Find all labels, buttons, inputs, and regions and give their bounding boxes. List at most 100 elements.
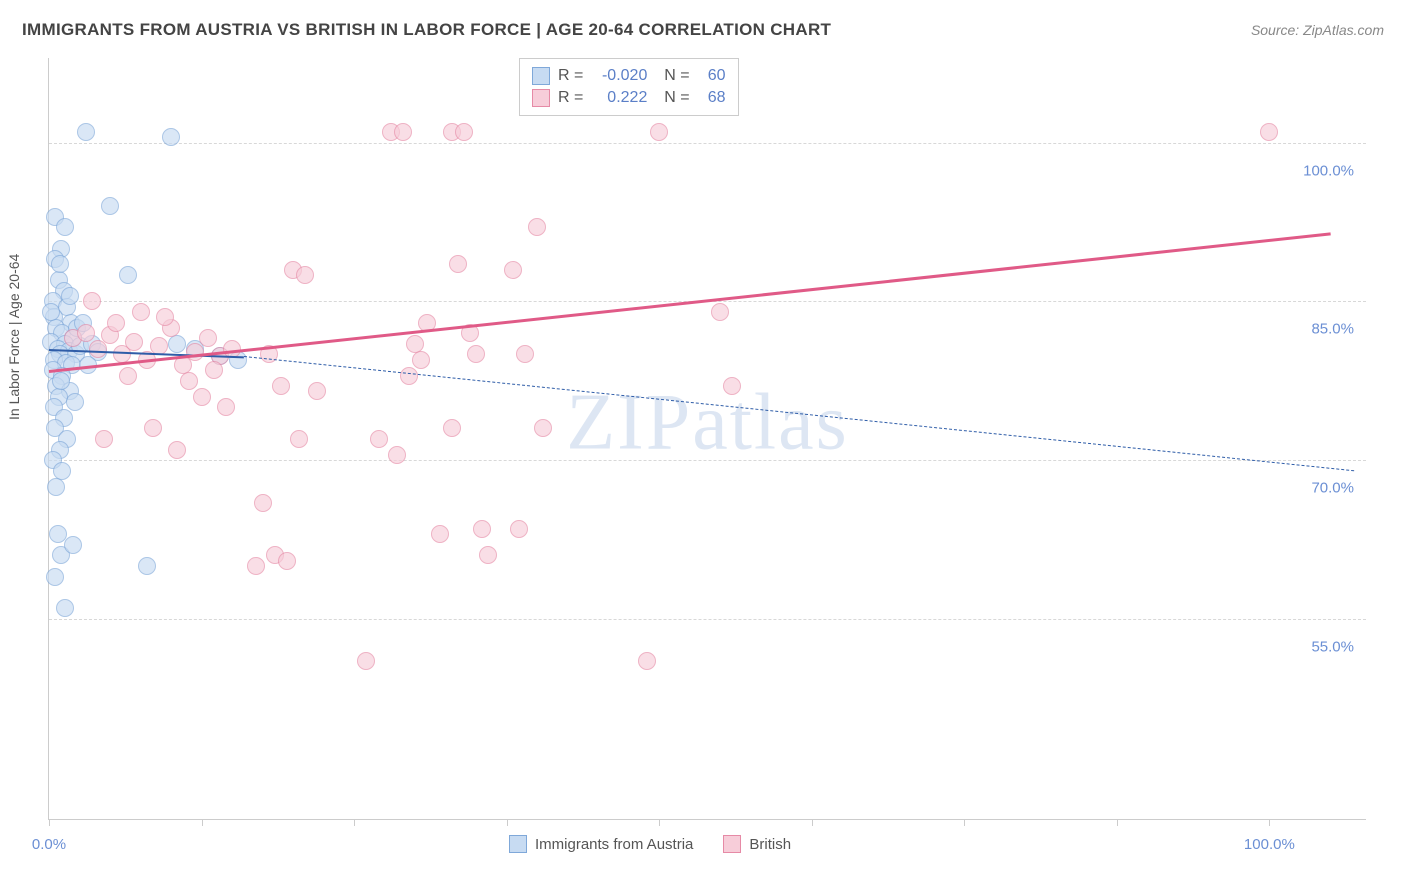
data-point bbox=[278, 552, 296, 570]
data-point bbox=[168, 441, 186, 459]
trend-line bbox=[49, 233, 1331, 374]
data-point bbox=[77, 324, 95, 342]
data-point bbox=[723, 377, 741, 395]
stats-r-value: -0.020 bbox=[591, 67, 647, 85]
data-point bbox=[125, 333, 143, 351]
bottom-legend: Immigrants from Austria British bbox=[509, 835, 791, 853]
data-point bbox=[370, 430, 388, 448]
y-tick-label: 70.0% bbox=[1311, 480, 1354, 497]
data-point bbox=[455, 123, 473, 141]
legend-item: British bbox=[723, 835, 791, 853]
data-point bbox=[56, 599, 74, 617]
data-point bbox=[473, 520, 491, 538]
stats-n-value: 60 bbox=[698, 67, 726, 85]
x-tick-label: 0.0% bbox=[32, 836, 66, 853]
data-point bbox=[247, 557, 265, 575]
stats-r-label: R = bbox=[558, 89, 583, 107]
legend-swatch bbox=[532, 89, 550, 107]
y-tick-label: 85.0% bbox=[1311, 321, 1354, 338]
data-point bbox=[431, 525, 449, 543]
data-point bbox=[449, 255, 467, 273]
data-point bbox=[357, 652, 375, 670]
y-tick-label: 100.0% bbox=[1303, 162, 1354, 179]
x-tick bbox=[659, 819, 660, 826]
data-point bbox=[412, 351, 430, 369]
data-point bbox=[132, 303, 150, 321]
data-point bbox=[52, 372, 70, 390]
data-point bbox=[254, 494, 272, 512]
stats-legend: R = -0.020 N = 60R = 0.222 N = 68 bbox=[519, 58, 739, 116]
stats-r-value: 0.222 bbox=[591, 89, 647, 107]
legend-label: British bbox=[749, 836, 791, 853]
stats-n-label: N = bbox=[655, 89, 689, 107]
legend-swatch bbox=[509, 835, 527, 853]
y-tick-label: 55.0% bbox=[1311, 638, 1354, 655]
data-point bbox=[56, 218, 74, 236]
gridline bbox=[49, 460, 1366, 461]
gridline bbox=[49, 619, 1366, 620]
data-point bbox=[534, 419, 552, 437]
data-point bbox=[443, 419, 461, 437]
legend-swatch bbox=[723, 835, 741, 853]
scatter-plot: ZIPatlas R = -0.020 N = 60R = 0.222 N = … bbox=[48, 58, 1366, 820]
data-point bbox=[193, 388, 211, 406]
x-tick bbox=[812, 819, 813, 826]
data-point bbox=[1260, 123, 1278, 141]
data-point bbox=[504, 261, 522, 279]
stats-n-label: N = bbox=[655, 67, 689, 85]
x-tick bbox=[49, 819, 50, 826]
data-point bbox=[205, 361, 223, 379]
gridline bbox=[49, 143, 1366, 144]
data-point bbox=[638, 652, 656, 670]
data-point bbox=[650, 123, 668, 141]
data-point bbox=[42, 303, 60, 321]
data-point bbox=[47, 478, 65, 496]
data-point bbox=[64, 536, 82, 554]
data-point bbox=[199, 329, 217, 347]
data-point bbox=[138, 557, 156, 575]
x-tick bbox=[1269, 819, 1270, 826]
data-point bbox=[61, 287, 79, 305]
data-point bbox=[467, 345, 485, 363]
chart-title: IMMIGRANTS FROM AUSTRIA VS BRITISH IN LA… bbox=[22, 20, 831, 40]
stats-row: R = 0.222 N = 68 bbox=[532, 87, 726, 109]
x-tick bbox=[1117, 819, 1118, 826]
data-point bbox=[528, 218, 546, 236]
data-point bbox=[217, 398, 235, 416]
x-tick bbox=[354, 819, 355, 826]
data-point bbox=[95, 430, 113, 448]
data-point bbox=[49, 525, 67, 543]
legend-item: Immigrants from Austria bbox=[509, 835, 693, 853]
data-point bbox=[272, 377, 290, 395]
y-axis-label: In Labor Force | Age 20-64 bbox=[6, 254, 22, 420]
data-point bbox=[144, 419, 162, 437]
data-point bbox=[711, 303, 729, 321]
x-tick bbox=[507, 819, 508, 826]
data-point bbox=[180, 372, 198, 390]
data-point bbox=[156, 308, 174, 326]
data-point bbox=[83, 292, 101, 310]
data-point bbox=[479, 546, 497, 564]
data-point bbox=[162, 128, 180, 146]
stats-n-value: 68 bbox=[698, 89, 726, 107]
legend-label: Immigrants from Austria bbox=[535, 836, 693, 853]
data-point bbox=[107, 314, 125, 332]
data-point bbox=[394, 123, 412, 141]
stats-row: R = -0.020 N = 60 bbox=[532, 65, 726, 87]
data-point bbox=[101, 197, 119, 215]
data-point bbox=[66, 393, 84, 411]
data-point bbox=[296, 266, 314, 284]
source-label: Source: ZipAtlas.com bbox=[1251, 22, 1384, 38]
legend-swatch bbox=[532, 67, 550, 85]
x-tick-label: 100.0% bbox=[1244, 836, 1295, 853]
data-point bbox=[119, 266, 137, 284]
data-point bbox=[46, 568, 64, 586]
data-point bbox=[119, 367, 137, 385]
x-tick bbox=[202, 819, 203, 826]
data-point bbox=[168, 335, 186, 353]
data-point bbox=[516, 345, 534, 363]
data-point bbox=[51, 255, 69, 273]
x-tick bbox=[964, 819, 965, 826]
data-point bbox=[77, 123, 95, 141]
data-point bbox=[308, 382, 326, 400]
